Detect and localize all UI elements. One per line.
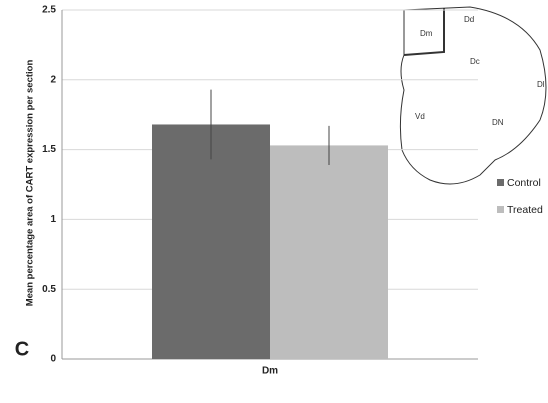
- bar: [270, 145, 388, 359]
- diagram-label: DN: [492, 118, 504, 127]
- y-axis-label: Mean percentage area of CART expression …: [25, 60, 36, 307]
- y-tick-label: 0.5: [42, 284, 56, 295]
- x-tick-label: Dm: [262, 366, 278, 377]
- y-tick-label: 2.5: [42, 5, 56, 16]
- diagram-label: Dl: [537, 80, 545, 89]
- panel-label: C: [15, 338, 29, 360]
- legend-label: Treated: [507, 204, 543, 216]
- y-tick-label: 1.5: [42, 144, 56, 155]
- diagram-label: Dm: [420, 29, 433, 38]
- diagram-label: Dd: [464, 15, 474, 24]
- y-tick-label: 1: [50, 214, 56, 225]
- y-tick-label: 0: [50, 354, 56, 365]
- legend-label: Control: [507, 177, 541, 189]
- diagram-label: Dc: [470, 57, 480, 66]
- diagram-label: Vd: [415, 112, 425, 121]
- bar: [152, 124, 270, 359]
- legend-swatch: [497, 206, 504, 213]
- y-tick-label: 2: [50, 74, 56, 85]
- legend-swatch: [497, 179, 504, 186]
- chart: C Mean percentage area of CART expressio…: [0, 0, 548, 403]
